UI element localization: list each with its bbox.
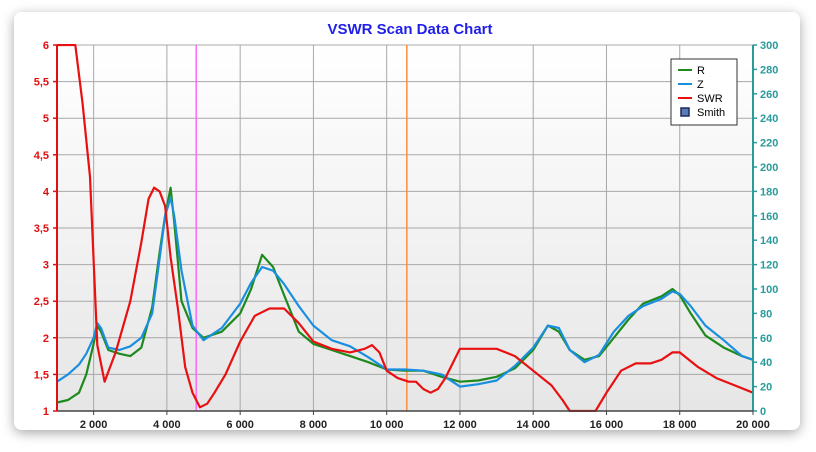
right-tick-label: 200: [760, 162, 778, 174]
left-tick-label: 4: [43, 186, 50, 198]
series-line-z: [57, 196, 753, 388]
right-tick-label: 0: [760, 406, 766, 418]
x-tick-label: 8 000: [300, 419, 328, 431]
right-tick-label: 120: [760, 260, 778, 272]
x-tick-label: 16 000: [590, 419, 624, 431]
left-tick-label: 2: [43, 333, 49, 345]
right-tick-label: 180: [760, 186, 778, 198]
right-tick-label: 40: [760, 357, 772, 369]
marker-lines: [195, 45, 408, 411]
x-tick-label: 20 000: [736, 419, 770, 431]
chart-title: VSWR Scan Data Chart: [327, 21, 492, 38]
right-axis-ticks: 0 20 40 60 80 100 120 140 160 180 200 220 240 260 280 3…: [753, 40, 778, 418]
left-tick-label: 3,5: [34, 223, 49, 235]
x-tick-label: 6 000: [226, 419, 254, 431]
x-tick-label: 12 000: [443, 419, 477, 431]
right-tick-label: 60: [760, 333, 772, 345]
left-tick-label: 5: [43, 113, 49, 125]
right-tick-label: 300: [760, 40, 778, 52]
legend-label-r: R: [697, 65, 705, 77]
x-tick-label: 4 000: [153, 419, 181, 431]
right-tick-label: 100: [760, 284, 778, 296]
left-tick-label: 1,5: [34, 369, 49, 381]
right-tick-label: 260: [760, 89, 778, 101]
legend: RZ SWR Smith: [670, 58, 738, 126]
x-tick-label: 14 000: [516, 419, 550, 431]
right-tick-label: 20: [760, 382, 772, 394]
right-tick-label: 160: [760, 211, 778, 223]
left-tick-label: 5,5: [34, 77, 49, 89]
left-tick-label: 3: [43, 260, 49, 272]
series-line-swr: [57, 44, 753, 412]
right-tick-label: 240: [760, 113, 778, 125]
right-tick-label: 220: [760, 138, 778, 150]
x-tick-label: 18 000: [663, 419, 697, 431]
x-axis-ticks: 2 000 4 000 6 000 8 000 10 000 12 000 14 000 16…: [80, 411, 770, 431]
right-tick-label: 280: [760, 64, 778, 76]
legend-label-swr: SWR: [697, 93, 723, 105]
legend-label-z: Z: [697, 79, 704, 91]
left-tick-label: 1: [43, 406, 49, 418]
legend-swatch-smith: [680, 107, 690, 117]
right-tick-label: 80: [760, 308, 772, 320]
left-axis-ticks: 1 1,5 2 2,5 3 3,5 4 4,5 5 5,5 6: [34, 40, 57, 418]
series-line-r: [57, 186, 753, 404]
right-tick-label: 140: [760, 235, 778, 247]
left-tick-label: 4,5: [34, 150, 49, 162]
x-tick-label: 2 000: [80, 419, 108, 431]
series-lines: [57, 44, 753, 412]
left-tick-label: 6: [43, 40, 49, 52]
x-tick-label: 10 000: [370, 419, 404, 431]
left-tick-label: 2,5: [34, 296, 49, 308]
legend-label-smith: Smith: [697, 107, 725, 119]
